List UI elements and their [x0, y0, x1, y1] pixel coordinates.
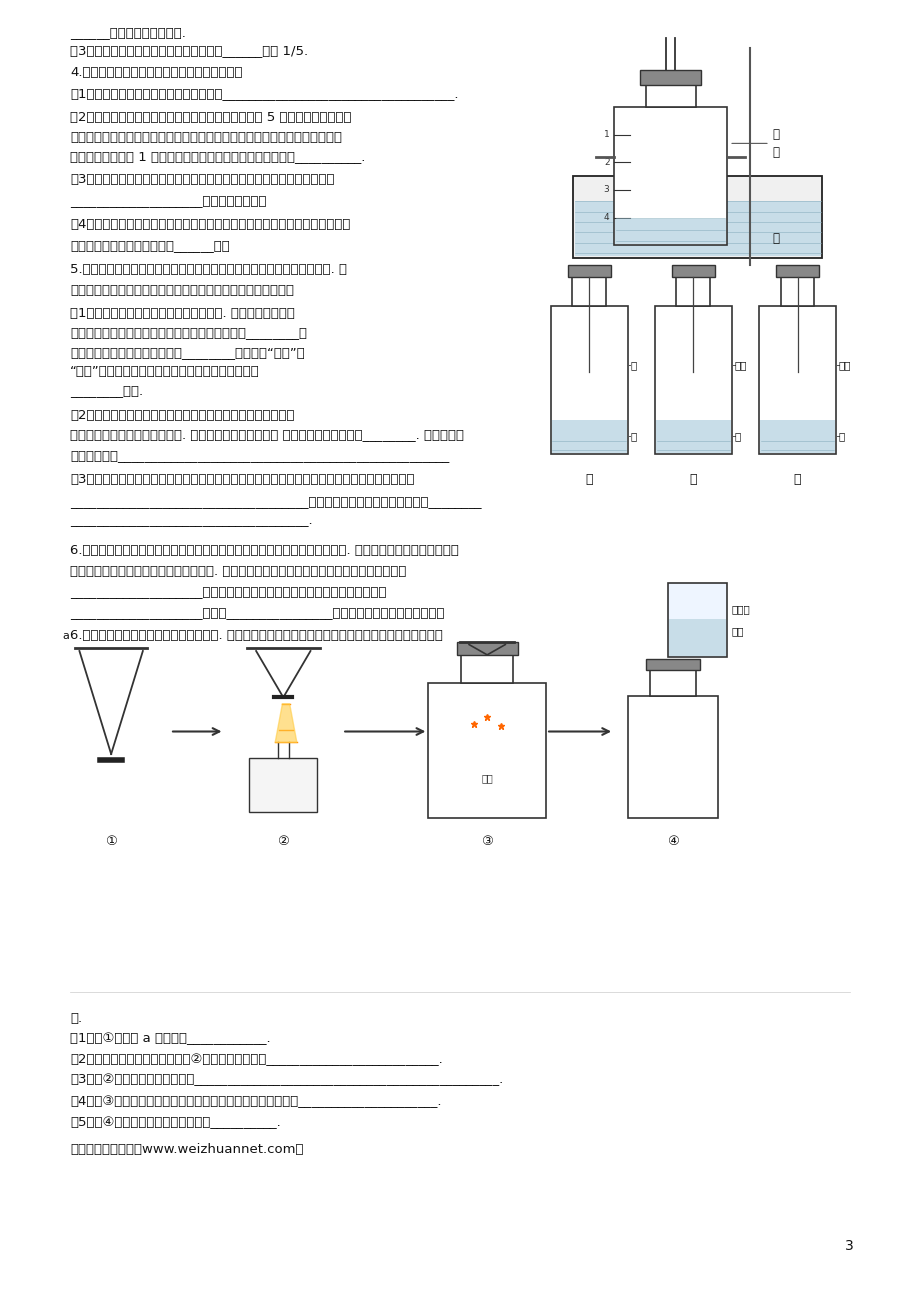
Text: 3: 3: [845, 1240, 853, 1253]
Text: （2）小明同时也总结出在生成物的种类、生成物的状态和观察: （2）小明同时也总结出在生成物的种类、生成物的状态和观察: [70, 409, 295, 422]
Bar: [460, 655, 513, 684]
Text: 先加少量的水或某溶液，但作用不尽相同. 硫在氧气中燃烧，瓶中加少量氢氧化钓溶液的作用是: 先加少量的水或某溶液，但作用不尽相同. 硫在氧气中燃烧，瓶中加少量氢氧化钓溶液的…: [70, 565, 406, 578]
Text: 图所示是碳粉、红磷、光亮的细铁丝在氧气中燃烧的实验装置：: 图所示是碳粉、红磷、光亮的细铁丝在氧气中燃烧的实验装置：: [70, 284, 294, 297]
Bar: [779, 277, 813, 306]
Text: （1）图①中仪器 a 的名称是____________.: （1）图①中仪器 a 的名称是____________.: [70, 1032, 271, 1046]
Text: （3）实验结论：空气的成分按体积计算，______约占 1/5.: （3）实验结论：空气的成分按体积计算，______约占 1/5.: [70, 44, 308, 57]
Text: ______（填整数）的位置上.: ______（填整数）的位置上.: [70, 26, 186, 39]
Bar: [640, 70, 700, 85]
Text: 丙: 丙: [793, 473, 800, 486]
Text: 的反应现象是__________________________________________________: 的反应现象是__________________________________…: [70, 449, 449, 462]
Bar: [567, 264, 610, 277]
Text: （2）从燃烧条件的角度分析，图②加热木炭的目的是__________________________.: （2）从燃烧条件的角度分析，图②加热木炭的目的是________________…: [70, 1053, 443, 1066]
Text: ②: ②: [277, 835, 289, 848]
Text: 红: 红: [772, 128, 778, 141]
Bar: [456, 642, 517, 655]
Text: 2: 2: [603, 158, 609, 167]
Bar: [675, 277, 709, 306]
Text: （3）小明还总结出：三个实验的集气瓶底部都放有少量水，其中甲集气瓶底部放少量水的目的是: （3）小明还总结出：三个实验的集气瓶底部都放有少量水，其中甲集气瓶底部放少量水的…: [70, 473, 414, 486]
Text: ________反应.: ________反应.: [70, 384, 143, 397]
Bar: [655, 421, 730, 453]
Bar: [572, 277, 606, 306]
Text: 水面最终上升约至 1 刻度处。由此可知氧气约占空气总体积的__________.: 水面最终上升约至 1 刻度处。由此可知氧气约占空气总体积的__________.: [70, 150, 366, 163]
Text: 瓶再滴入紫色石蕊溶液，溢液______色。: 瓶再滴入紫色石蕊溶液，溢液______色。: [70, 238, 230, 251]
Text: 6.氧气的化学性质比较活泼，能支持燃烧. 如图是木炭在氧气中燃烧实验示意图，对该实验进行分析并回: 6.氧气的化学性质比较活泼，能支持燃烧. 如图是木炭在氧气中燃烧实验示意图，对该…: [70, 629, 443, 642]
Text: （1）小明是个善于思考、善于总结的学生. 做完实验后，他发: （1）小明是个善于思考、善于总结的学生. 做完实验后，他发: [70, 307, 295, 320]
Text: ____________________________________，丙集气瓶底部放少量水的目的是________: ____________________________________，丙集气…: [70, 495, 482, 508]
Text: 红磷: 红磷: [733, 361, 746, 370]
Text: （3）实验后发现测定空气中氧气含量偏低，造成这种结果的可能原因是：: （3）实验后发现测定空气中氧气含量偏低，造成这种结果的可能原因是：: [70, 173, 335, 186]
Text: 水: 水: [838, 431, 844, 441]
Bar: [614, 219, 726, 243]
Text: ____________________________________.: ____________________________________.: [70, 514, 312, 527]
Text: 乙: 乙: [689, 473, 697, 486]
Text: （4）已知五氧化二磷溢于水且化学性质与二氧化碳相似，反应完毕后振荡集气: （4）已知五氧化二磷溢于水且化学性质与二氧化碳相似，反应完毕后振荡集气: [70, 219, 350, 232]
Text: （本文来自微传网：www.weizhuannet.com）: （本文来自微传网：www.weizhuannet.com）: [70, 1143, 303, 1156]
Bar: [759, 421, 834, 453]
Text: ____________________；红磷燃烧法测空气中氧气含量，瓶中装水的作用是: ____________________；红磷燃烧法测空气中氧气含量，瓶中装水的…: [70, 586, 387, 599]
Text: 水: 水: [772, 232, 778, 245]
Text: 水: 水: [630, 431, 636, 441]
Text: 到的实验现象三个方面存在不同. 请你替小明同学填写空格 乙中生成物的化学式是________. 丙中观察到: 到的实验现象三个方面存在不同. 请你替小明同学填写空格 乙中生成物的化学式是__…: [70, 428, 464, 441]
Bar: [645, 659, 699, 671]
Text: ①: ①: [105, 835, 117, 848]
Text: 甲: 甲: [584, 473, 592, 486]
Bar: [249, 758, 317, 812]
Text: a: a: [62, 630, 69, 641]
Text: ____________________（填一种即可）。: ____________________（填一种即可）。: [70, 194, 267, 207]
Text: ④: ④: [666, 835, 678, 848]
Text: ____________________；还有________________实验瓶中预先也装有少量的水。: ____________________；还有________________实…: [70, 605, 445, 618]
Bar: [627, 697, 718, 819]
Text: 示。待红磷息灭并冷却后，打开弹簧夹，观察到烧杯中的水进入集气瓶，瓶内: 示。待红磷息灭并冷却后，打开弹簧夹，观察到烧杯中的水进入集气瓶，瓶内: [70, 130, 342, 143]
Bar: [758, 306, 835, 454]
Text: （1）写出红磷在空气中燃烧的化学方程式___________________________________.: （1）写出红磷在空气中燃烧的化学方程式_____________________…: [70, 87, 459, 100]
Text: （3）图②中息灭酒精灯的操作是______________________________________________.: （3）图②中息灭酒精灯的操作是_________________________…: [70, 1074, 503, 1086]
Bar: [573, 176, 822, 258]
Text: 答.: 答.: [70, 1012, 83, 1025]
Bar: [654, 306, 731, 454]
Bar: [574, 202, 820, 255]
Text: （5）图④在整个实验设计中的意图是__________.: （5）图④在整个实验设计中的意图是__________.: [70, 1116, 281, 1129]
Polygon shape: [275, 704, 297, 742]
Bar: [668, 583, 727, 658]
Text: 磷: 磷: [772, 146, 778, 159]
Bar: [671, 264, 714, 277]
Bar: [776, 264, 818, 277]
Text: 在能量变化方面，三个实验都是________反应（填“吸热”或: 在能量变化方面，三个实验都是________反应（填“吸热”或: [70, 346, 305, 359]
Text: 氧气: 氧气: [481, 773, 493, 783]
Text: 铁丝: 铁丝: [838, 361, 850, 370]
Bar: [650, 671, 695, 697]
Bar: [550, 421, 626, 453]
Text: （2）在集气瓶中加入少量水，并将水面上方空间分成 5 等份，如右图装置所: （2）在集气瓶中加入少量水，并将水面上方空间分成 5 等份，如右图装置所: [70, 111, 351, 124]
Bar: [613, 107, 727, 245]
Text: ③: ③: [481, 835, 493, 848]
Text: 6.类比归纳是学好化学的一种有效手段，它可以引导我们总结规律、发现区别. 例如一些燃烧实验常在瓶中预: 6.类比归纳是学好化学的一种有效手段，它可以引导我们总结规律、发现区别. 例如一…: [70, 544, 459, 557]
Text: 4.使用红磷燃烧的方法测定空气中氧气的含量：: 4.使用红磷燃烧的方法测定空气中氧气的含量：: [70, 66, 243, 79]
Text: （4）图③中木炭在氧气里燃烧比在空气里燃烧要剧烈，说明了_____________________.: （4）图③中木炭在氧气里燃烧比在空气里燃烧要剧烈，说明了____________…: [70, 1095, 441, 1108]
Bar: [669, 618, 726, 656]
Text: 澄清石: 澄清石: [731, 604, 750, 613]
Text: 现了一些共同点：在反应条件方面，三个实验都要________，: 现了一些共同点：在反应条件方面，三个实验都要________，: [70, 327, 307, 340]
Bar: [428, 684, 546, 819]
Bar: [550, 306, 627, 454]
Text: 1: 1: [603, 130, 609, 139]
Text: 3: 3: [603, 185, 609, 194]
Text: 灰水: 灰水: [731, 626, 743, 637]
Text: 硫: 硫: [630, 361, 636, 370]
Text: 水: 水: [733, 431, 740, 441]
Text: 4: 4: [603, 214, 609, 223]
Text: “放热”），在反应基本类型方面，三个化学反应都是: “放热”），在反应基本类型方面，三个化学反应都是: [70, 365, 260, 378]
Text: 5.氧气是一种化学性质比较活泼的气体，它可以和许多物质发生化学反应. 如: 5.氧气是一种化学性质比较活泼的气体，它可以和许多物质发生化学反应. 如: [70, 263, 347, 276]
Bar: [645, 85, 695, 107]
